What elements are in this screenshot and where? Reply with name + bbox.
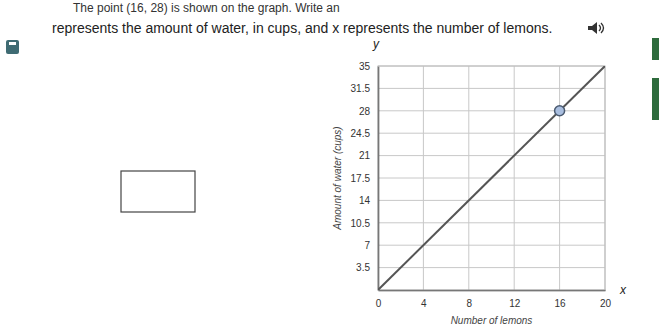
y-tick: 17.5 — [351, 173, 378, 184]
grid — [378, 66, 605, 290]
answer-box[interactable] — [121, 171, 195, 212]
x-axis-title: Number of lemons — [451, 315, 533, 326]
data-line — [378, 66, 605, 290]
x-tick: 0 — [376, 290, 382, 309]
y-tick-label: 21 — [359, 150, 371, 161]
y-tick-label: 17.5 — [351, 173, 371, 184]
x-axis: 0 4 8 12 16 20 — [376, 290, 612, 309]
x-tick: 12 — [509, 290, 521, 309]
speaker-shape — [588, 22, 597, 34]
y-tick-label: 10.5 — [351, 218, 371, 229]
y-tick: 24.5 — [351, 128, 378, 139]
grid-line-y — [378, 222, 605, 223]
axis-symbol: y — [372, 37, 380, 51]
side-bar — [652, 78, 659, 120]
y-tick: 31.5 — [351, 83, 378, 94]
y-tick: 7 — [364, 240, 378, 251]
y-tick: 10.5 — [351, 218, 378, 229]
question-text: The point (16, 28) is shown on the graph… — [73, 1, 340, 15]
y-tick-label: 14 — [359, 195, 371, 206]
speaker-wave — [601, 23, 604, 33]
grid-line-y — [378, 155, 605, 156]
x-tick: 16 — [555, 290, 567, 309]
x-tick-label: 8 — [467, 298, 473, 309]
speaker-icon — [588, 22, 604, 34]
y-tick-label: 7 — [364, 240, 370, 251]
x-tick: 4 — [421, 290, 427, 309]
grid-line-y — [378, 110, 605, 111]
x-tick-label: 16 — [555, 298, 567, 309]
y-tick-label: 3.5 — [356, 262, 370, 273]
y-tick: 28 — [359, 106, 378, 117]
y-tick: 21 — [359, 150, 378, 161]
data-point — [555, 106, 565, 116]
grid-line-y — [378, 200, 605, 201]
axis-symbol: x — [619, 283, 627, 297]
grid-line-y — [378, 245, 605, 246]
y-axis-title: Amount of water (cups) — [332, 126, 343, 230]
side-bar — [652, 38, 659, 60]
plot-frame — [378, 66, 605, 290]
y-tick-label: 31.5 — [351, 83, 371, 94]
calculator-bg — [6, 40, 19, 54]
y-axis: 3.5 7 10.5 14 17.5 21 24.5 28 31.5 35 — [351, 61, 379, 291]
grid-line-y — [378, 88, 605, 89]
y-tick: 35 — [359, 61, 378, 72]
y-tick-label: 24.5 — [351, 128, 371, 139]
x-tick: 20 — [600, 290, 612, 309]
page: The point (16, 28) is shown on the graph… — [0, 0, 661, 330]
x-tick: 8 — [467, 290, 473, 309]
question-text: represents the amount of water, in cups,… — [52, 20, 552, 36]
x-tick-label: 20 — [600, 298, 612, 309]
calculator-icon — [6, 40, 19, 54]
x-tick-label: 4 — [421, 298, 427, 309]
marks — [378, 66, 605, 290]
grid-line-y — [378, 267, 605, 268]
speaker-wave — [599, 25, 601, 31]
x-tick-label: 0 — [376, 298, 382, 309]
y-tick-label: 35 — [359, 61, 371, 72]
y-tick-label: 28 — [359, 106, 371, 117]
calculator-screen — [9, 42, 16, 45]
y-tick: 14 — [359, 195, 378, 206]
y-tick: 3.5 — [356, 262, 378, 273]
grid-line-y — [378, 133, 605, 134]
x-tick-label: 12 — [509, 298, 521, 309]
